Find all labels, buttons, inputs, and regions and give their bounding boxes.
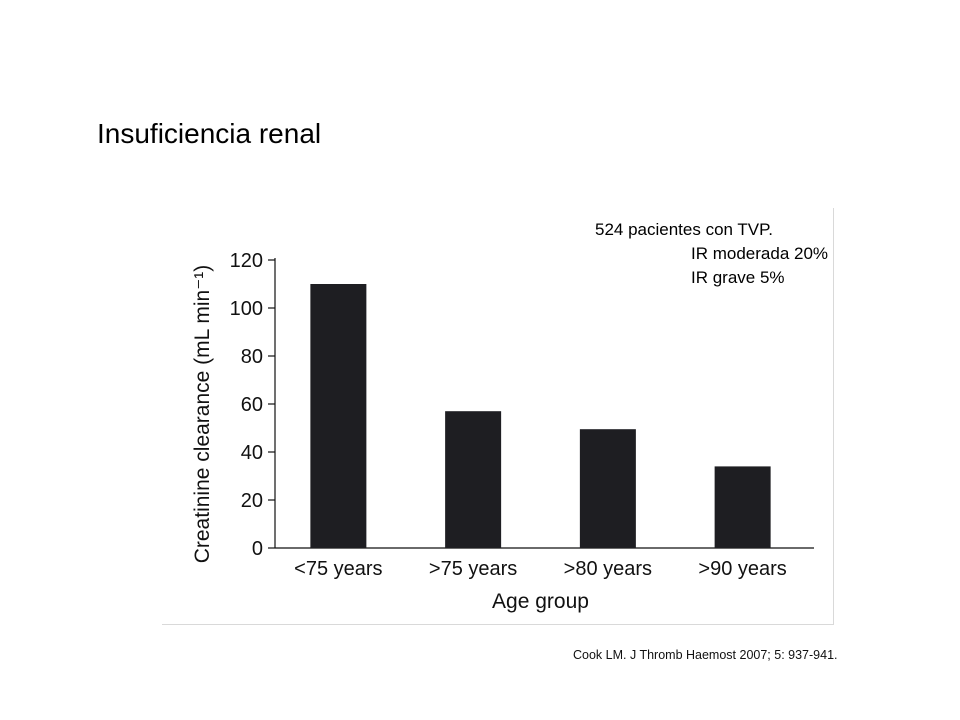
x-axis-title: Age group <box>492 590 589 613</box>
info-box: 524 pacientes con TVP. IR moderada 20% I… <box>595 218 828 290</box>
x-tick-label: >90 years <box>698 558 786 580</box>
x-tick-label: >75 years <box>429 558 517 580</box>
y-tick-label: 100 <box>230 298 263 320</box>
x-tick-label: <75 years <box>294 558 382 580</box>
bar <box>445 411 502 548</box>
y-tick-label: 120 <box>230 250 263 272</box>
bar <box>310 284 367 548</box>
y-tick-label: 20 <box>241 490 263 512</box>
y-axis-title: Creatinine clearance (mL min⁻¹) <box>191 265 214 564</box>
slide-title: Insuficiencia renal <box>97 118 322 149</box>
y-tick-label: 80 <box>241 346 263 368</box>
chart-frame: 0 20 40 60 80 100 120 <75 years >75 years >80 yea… <box>162 208 834 625</box>
bar <box>579 429 636 548</box>
info-line-severe: IR grave 5% <box>691 268 785 287</box>
x-tick-label: >80 years <box>564 558 652 580</box>
y-tick-label: 0 <box>252 538 263 560</box>
info-line-patients: 524 pacientes con TVP. <box>595 220 774 239</box>
y-tick-label: 60 <box>241 394 263 416</box>
info-line-moderate: IR moderada 20% <box>691 244 829 263</box>
bar <box>714 466 771 548</box>
y-tick-label: 40 <box>241 442 263 464</box>
bar-chart: 0 20 40 60 80 100 120 <75 years >75 years >80 yea… <box>191 250 814 613</box>
citation: Cook LM. J Thromb Haemost 2007; 5: 937-9… <box>573 648 838 662</box>
